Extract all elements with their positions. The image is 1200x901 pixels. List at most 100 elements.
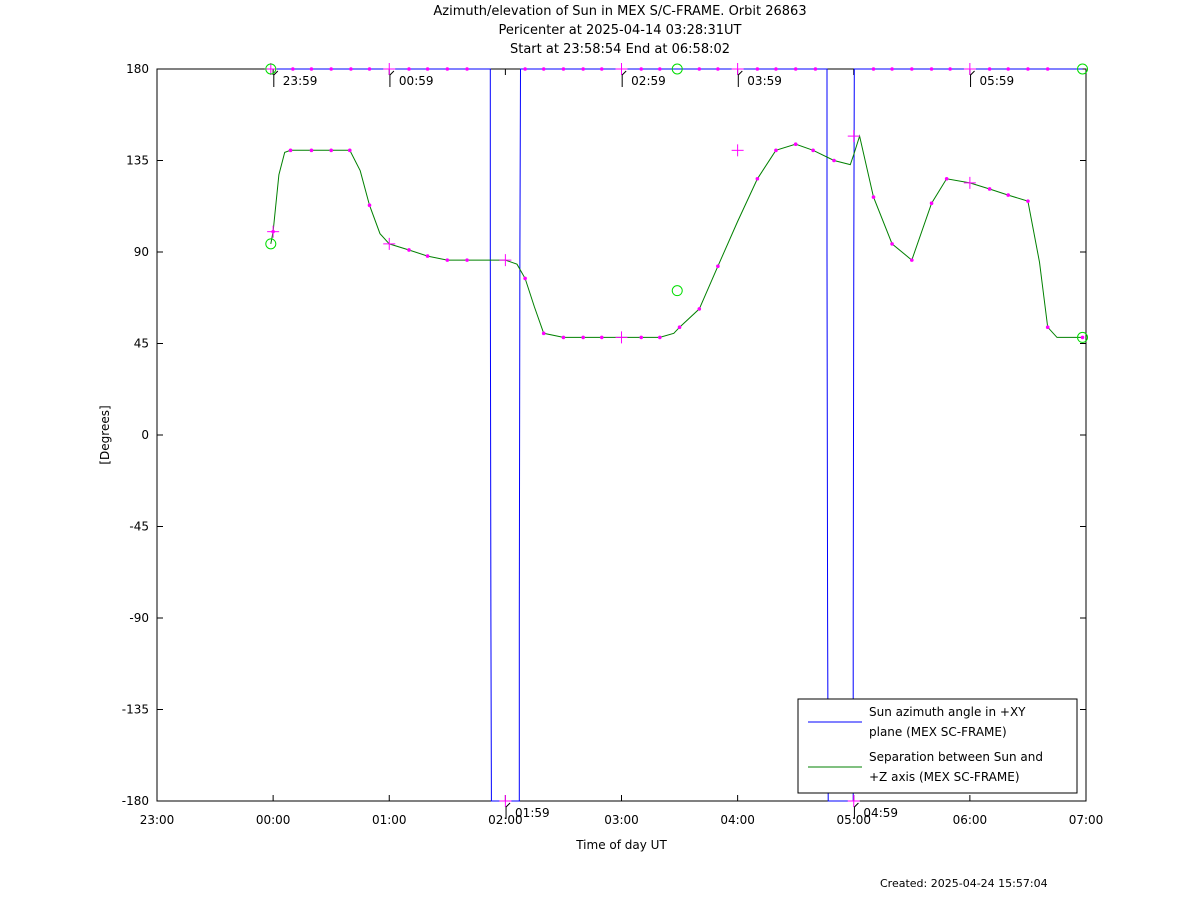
annotation-label: 05:59 xyxy=(980,74,1015,88)
azimuth-sample-dot xyxy=(407,67,411,71)
y-tick-label: 135 xyxy=(126,154,149,168)
azimuth-sample-dot xyxy=(329,67,333,71)
azimuth-sample-dot xyxy=(581,67,585,71)
azimuth-sample-dot xyxy=(871,67,876,71)
x-tick-label: 06:00 xyxy=(953,813,988,827)
separation-sample-dot xyxy=(755,177,760,181)
time-annotations: 23:59 00:59 01:59 02:59 03:59 04:59 05:59 xyxy=(273,70,1015,820)
separation-sample-dot xyxy=(581,335,585,340)
y-tick-label: 0 xyxy=(141,428,149,442)
azimuth-sample-dot xyxy=(349,67,353,71)
annotation-pointer xyxy=(389,70,395,87)
azimuth-sample-dot xyxy=(309,67,314,71)
separation-sample-dot xyxy=(871,195,876,199)
chart-subtitle-start-end: Start at 23:58:54 End at 06:58:02 xyxy=(509,42,731,57)
x-tick-label: 07:00 xyxy=(1069,813,1104,827)
endpoint-circle xyxy=(265,63,277,75)
azimuth-sample-dot xyxy=(523,67,527,71)
x-tick-label: 05:00 xyxy=(836,813,871,827)
chart-title: Azimuth/elevation of Sun in MEX S/C-FRAM… xyxy=(433,4,807,19)
azimuth-sample-dot xyxy=(774,67,778,71)
separation-sample-dot xyxy=(929,201,934,205)
legend-label: Sun azimuth angle in +XY xyxy=(869,705,1026,719)
separation-sample-dot xyxy=(890,242,894,246)
legend-label: plane (MEX SC-FRAME) xyxy=(869,725,1007,739)
separation-sample-dot xyxy=(407,248,411,252)
separation-sample-dot xyxy=(832,158,836,163)
plot-axes: 23:00 00:00 01:00 02:00 03:00 04:00 05:00 06:00… xyxy=(122,62,1104,827)
separation-sample-dot xyxy=(658,335,662,340)
azimuth-sample-dot xyxy=(755,67,760,71)
separation-sample-dot xyxy=(599,335,604,340)
separation-sample-dot xyxy=(793,142,798,147)
separation-sample-dot xyxy=(541,331,546,336)
azimuth-sample-dot xyxy=(367,67,372,71)
azimuth-sample-dot xyxy=(910,67,914,71)
annotation-pointer xyxy=(737,70,743,87)
annotation-pointer xyxy=(621,70,627,87)
azimuth-sample-dot xyxy=(561,67,566,71)
separation-sample-dot xyxy=(677,325,682,330)
separation-sample-dot xyxy=(1080,335,1085,340)
azimuth-sample-dot xyxy=(929,67,934,71)
y-tick-label: -180 xyxy=(122,794,149,808)
azimuth-sample-dot xyxy=(813,67,818,71)
separation-sample-dot xyxy=(910,258,914,262)
annotation-label: 00:59 xyxy=(399,74,434,88)
annotation-label: 04:59 xyxy=(863,806,898,820)
y-tick-label: -90 xyxy=(129,611,149,625)
annotation-label: 01:59 xyxy=(515,806,550,820)
legend-label: Separation between Sun and xyxy=(869,750,1043,764)
marker-layer xyxy=(264,63,1089,807)
annotation-pointer xyxy=(970,70,975,87)
separation-sample-dot xyxy=(987,187,992,191)
azimuth-sample-dot xyxy=(1045,67,1050,71)
azimuth-sample-dot xyxy=(445,67,450,71)
separation-sample-dot xyxy=(811,148,815,153)
azimuth-sample-dot xyxy=(425,67,430,71)
separation-sample-dot xyxy=(309,148,314,153)
azimuth-sample-dot xyxy=(1006,67,1010,71)
annotation-pointer xyxy=(273,70,279,87)
legend-box xyxy=(797,698,1078,794)
annotation-label: 03:59 xyxy=(747,74,782,88)
azimuth-sample-dot xyxy=(599,67,604,71)
separation-sample-dot xyxy=(716,264,720,269)
azimuth-sample-dot xyxy=(291,67,295,71)
azimuth-sample-dot xyxy=(890,67,894,71)
azimuth-sample-dot xyxy=(716,67,720,71)
annotation-label: 23:59 xyxy=(283,74,318,88)
azimuth-sample-dot xyxy=(793,67,798,71)
separation-sample-dot xyxy=(288,148,293,153)
annotation-pointer xyxy=(505,802,511,819)
azimuth-sample-dot xyxy=(987,67,992,71)
azimuth-sample-dot xyxy=(1026,67,1030,71)
separation-sample-dot xyxy=(329,148,333,153)
x-tick-label: 04:00 xyxy=(720,813,755,827)
separation-sample-dot xyxy=(1026,199,1030,203)
y-tick-label: 90 xyxy=(134,245,149,259)
separation-sample-dot xyxy=(445,258,450,262)
chart-subtitle-pericenter: Pericenter at 2025-04-14 03:28:31UT xyxy=(498,23,742,38)
separation-sample-dot xyxy=(639,335,644,340)
azimuth-sample-dot xyxy=(465,67,469,71)
separation-sample-dot xyxy=(465,258,469,262)
endpoint-circle xyxy=(265,238,277,250)
azimuth-sample-dot xyxy=(658,67,662,71)
separation-sample-dot xyxy=(425,254,430,258)
y-axis-label: [Degrees] xyxy=(98,405,112,464)
separation-sample-dot xyxy=(561,335,566,340)
legend: Sun azimuth angle in +XY plane (MEX SC-FR… xyxy=(797,698,1078,794)
separation-sample-dot xyxy=(523,276,527,281)
azimuth-sample-dot xyxy=(541,67,546,71)
endpoint-circle xyxy=(671,285,683,297)
created-timestamp: Created: 2025-04-24 15:57:04 xyxy=(880,877,1048,890)
separation-sample-dot xyxy=(697,307,702,311)
separation-series-line xyxy=(270,134,1083,338)
azimuth-series-line xyxy=(270,68,1083,802)
endpoint-circle xyxy=(671,63,683,75)
legend-label: +Z axis (MEX SC-FRAME) xyxy=(869,770,1020,784)
x-tick-label: 23:00 xyxy=(140,813,175,827)
annotation-pointer xyxy=(853,802,859,819)
